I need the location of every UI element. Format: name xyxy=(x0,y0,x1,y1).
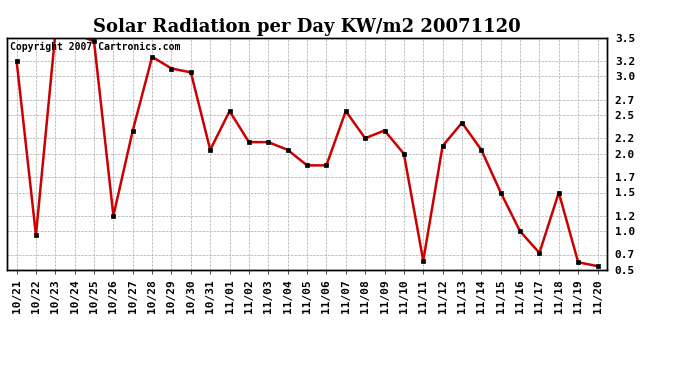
Title: Solar Radiation per Day KW/m2 20071120: Solar Radiation per Day KW/m2 20071120 xyxy=(93,18,521,36)
Text: Copyright 2007 Cartronics.com: Copyright 2007 Cartronics.com xyxy=(10,42,180,52)
